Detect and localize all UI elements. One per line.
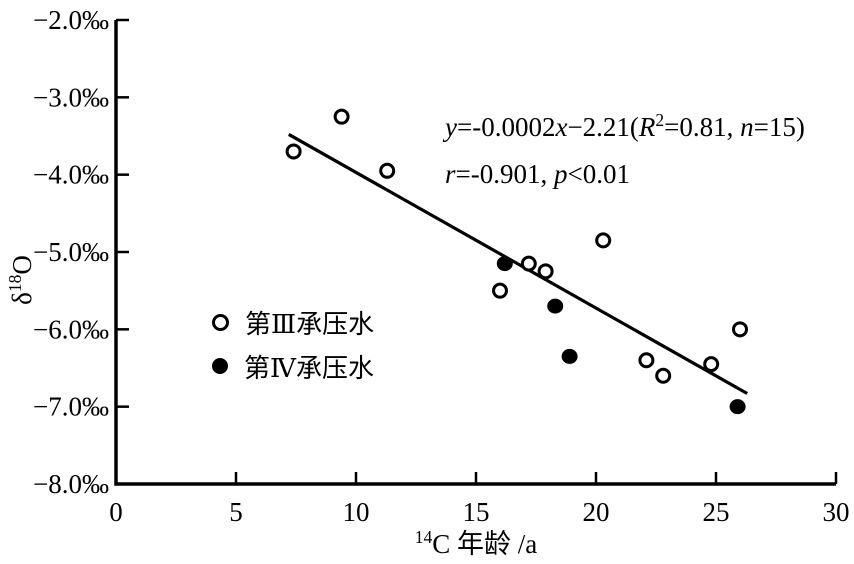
text-segment: δ — [7, 292, 37, 305]
data-point-filled-circle — [496, 256, 513, 272]
x-tick-label: 20 — [583, 497, 610, 527]
x-axis-title: 14C 年龄 /a — [326, 522, 626, 561]
legend-label: 第Ⅳ承压水 — [244, 353, 374, 383]
text-segment: =-0.901, — [455, 159, 554, 189]
y-axis-title: δ18O — [5, 240, 41, 320]
text-segment: y — [445, 112, 457, 142]
data-point-open-circle — [492, 282, 508, 299]
data-point-open-circle — [638, 352, 655, 369]
data-point-open-circle — [379, 162, 396, 179]
text-segment: O — [7, 255, 37, 275]
text-segment: R — [638, 112, 656, 142]
data-point-open-circle — [655, 367, 672, 384]
data-point-open-circle — [537, 263, 554, 280]
axis-lines — [114, 20, 836, 486]
legend-label: 第Ⅲ承压水 — [245, 309, 375, 339]
legend-item-series-4: 第Ⅳ承压水 — [212, 344, 374, 388]
data-point-open-circle — [703, 356, 720, 373]
filled-circle-marker-icon — [212, 358, 228, 374]
x-tick-label: 0 — [109, 497, 123, 527]
text-segment: =-0.0002 — [456, 112, 556, 142]
text-segment: =15) — [753, 112, 805, 142]
data-point-open-circle — [595, 232, 612, 249]
text-segment: x — [555, 112, 568, 142]
data-point-filled-circle — [729, 399, 746, 415]
text-segment: 18 — [5, 274, 25, 293]
y-tick-label: −4.0‰ — [33, 160, 109, 190]
data-point-filled-circle — [561, 348, 578, 364]
y-tick-label: −7.0‰ — [33, 392, 109, 422]
text-segment: −2.21( — [567, 112, 639, 142]
x-tick-label: 15 — [463, 497, 490, 527]
text-segment: C 年龄 /a — [432, 529, 538, 559]
text-segment: <0.01 — [567, 159, 630, 189]
data-point-filled-circle — [547, 298, 564, 314]
correlation-stats: r=-0.901, p<0.01 — [445, 151, 805, 198]
data-point-open-circle — [732, 321, 748, 338]
text-segment: 2 — [655, 110, 665, 130]
regression-annotation: y=-0.0002x−2.21(R2=0.81, n=15) r=-0.901,… — [445, 104, 805, 198]
regression-line — [288, 133, 748, 395]
text-segment: =0.81, — [664, 112, 741, 142]
x-tick-label: 30 — [823, 497, 850, 527]
y-tick-label: −3.0‰ — [33, 82, 109, 112]
regression-equation: y=-0.0002x−2.21(R2=0.81, n=15) — [445, 104, 805, 151]
y-tick-label: −8.0‰ — [33, 469, 109, 499]
y-tick-label: −6.0‰ — [33, 314, 109, 344]
y-tick-label: −2.0‰ — [33, 5, 109, 35]
x-tick-label: 25 — [703, 497, 730, 527]
text-segment: r — [445, 159, 456, 189]
data-point-open-circle — [520, 255, 537, 272]
data-point-open-circle — [285, 143, 302, 160]
legend-item-series-3: 第Ⅲ承压水 — [212, 300, 374, 344]
text-segment: 14 — [414, 527, 433, 547]
legend: 第Ⅲ承压水 第Ⅳ承压水 — [212, 300, 374, 388]
x-tick-label: 10 — [343, 497, 370, 527]
text-segment: n — [740, 112, 754, 142]
x-tick-label: 5 — [229, 497, 243, 527]
open-circle-marker-icon — [212, 313, 229, 331]
y-tick-label: −5.0‰ — [33, 237, 109, 267]
text-segment: p — [553, 159, 568, 189]
data-point-open-circle — [333, 108, 350, 125]
